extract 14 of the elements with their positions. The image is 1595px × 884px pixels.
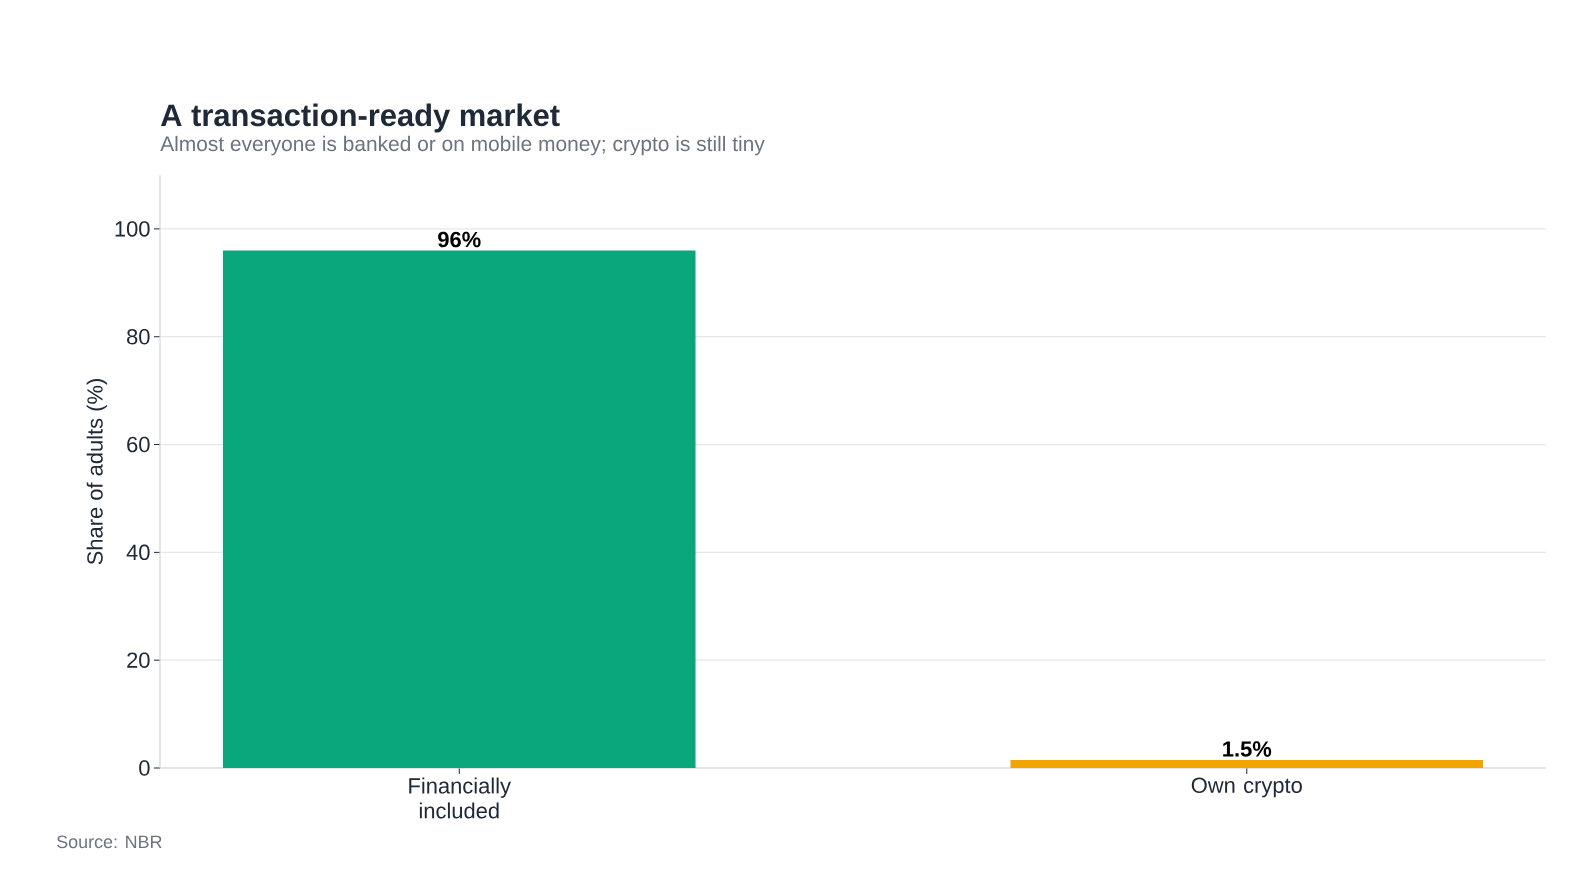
source-note: Source: NBR (57, 835, 162, 849)
y-axis-title: Share of adults (%) (86, 379, 108, 565)
x-tick-label: Own crypto (1191, 777, 1302, 798)
y-tick-label: 40 (126, 544, 150, 561)
y-tick-label: 0 (139, 760, 150, 776)
chart-title: A transaction-ready market (160, 103, 560, 133)
chart-subtitle: Almost everyone is banked or on mobile money; crypto is still tiny (160, 135, 765, 156)
y-tick-label: 60 (127, 436, 150, 453)
y-tick-label: 100 (115, 221, 150, 237)
data-label: 1.5% (1223, 741, 1272, 757)
y-tick-label: 20 (127, 652, 150, 668)
y-tick-label: 80 (127, 328, 150, 345)
data-label: 96% (438, 231, 481, 248)
x-tick-label: Financially included (409, 777, 511, 819)
